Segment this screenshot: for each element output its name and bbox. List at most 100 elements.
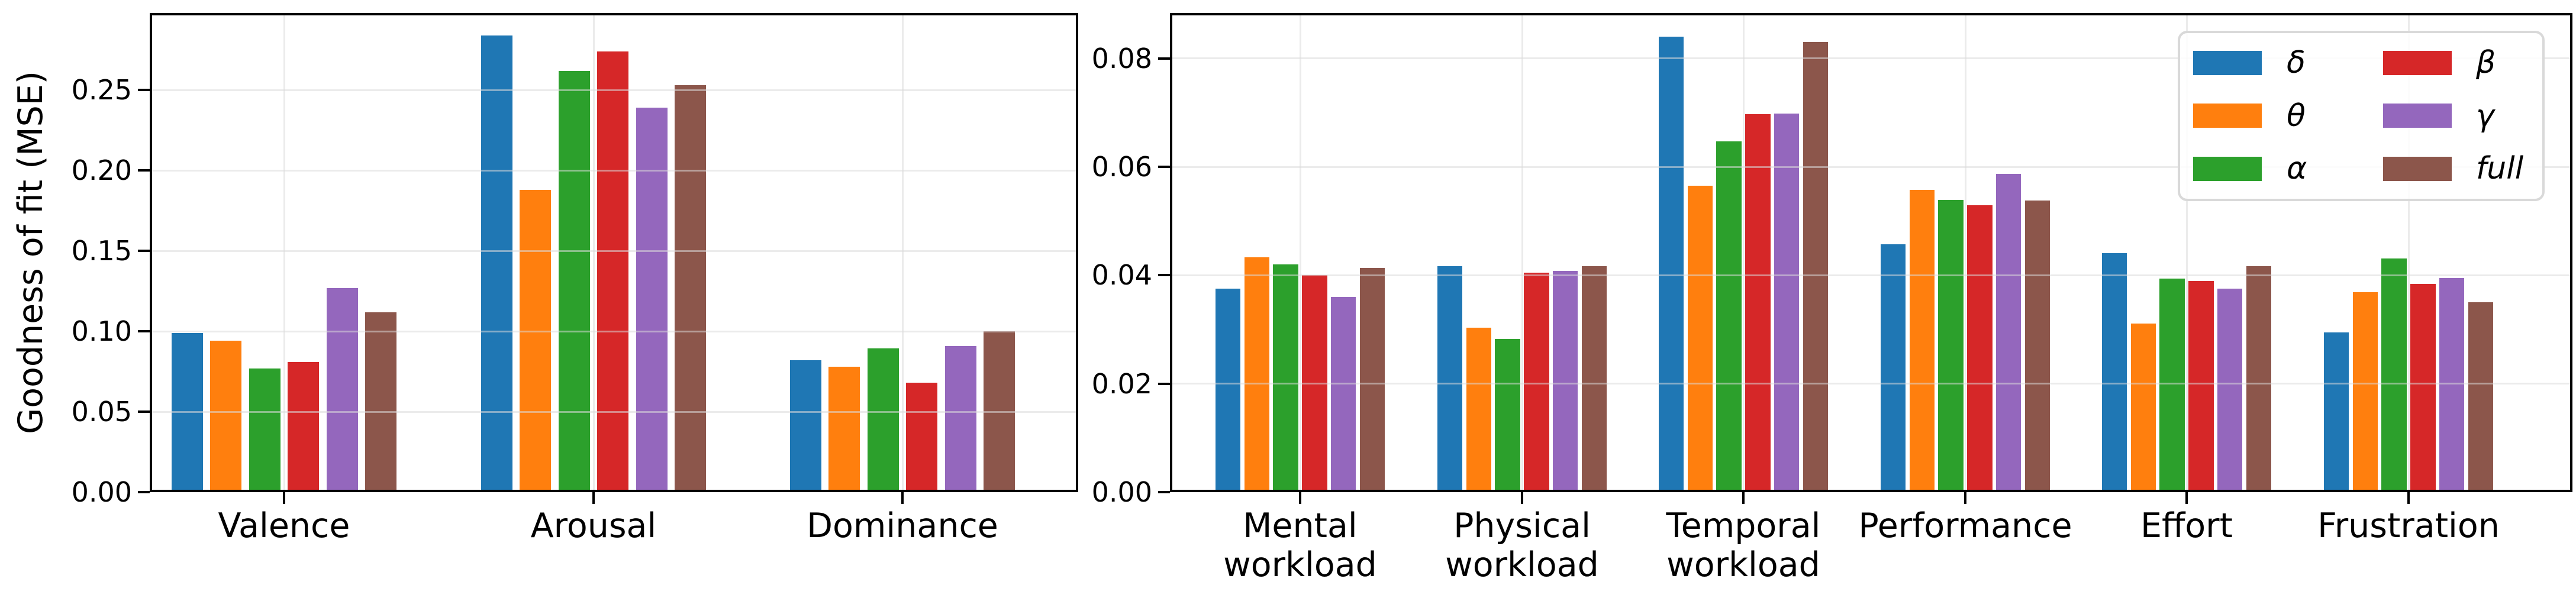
bar-γ: [1774, 113, 1800, 492]
bar-θ: [1687, 186, 1713, 492]
bar-α: [1716, 141, 1742, 492]
v-gridline: [901, 15, 904, 490]
bar-θ: [1909, 189, 1935, 492]
x-tick-label: Dominance: [807, 506, 998, 545]
h-gridline: [1172, 274, 2570, 276]
legend-label-full: full: [2476, 151, 2524, 186]
x-tick-mark: [2407, 492, 2410, 504]
bar-γ: [326, 287, 358, 492]
y-tick-mark: [138, 491, 150, 493]
legend-label-θ: θ: [2287, 98, 2306, 134]
bar-α: [1938, 200, 1964, 492]
h-gridline: [152, 89, 1076, 91]
x-tick-mark: [2185, 492, 2188, 504]
y-tick-mark: [1158, 166, 1170, 169]
y-tick-label: 0.20: [71, 154, 132, 187]
bar-α: [249, 368, 281, 492]
legend-label-α: α: [2287, 151, 2307, 186]
x-tick-mark: [1521, 492, 1523, 504]
y-tick-mark: [1158, 491, 1170, 493]
x-tick-label: Frustration: [2317, 506, 2500, 545]
bar-β: [597, 51, 629, 492]
bar-δ: [790, 360, 822, 492]
legend-swatch-θ: [2193, 104, 2262, 128]
x-tick-mark: [901, 492, 904, 504]
x-tick-label: Valence: [218, 506, 350, 545]
x-tick-label: Physical workload: [1445, 506, 1599, 584]
bar-θ: [828, 366, 860, 492]
x-tick-label: Arousal: [530, 506, 657, 545]
bar-γ: [2217, 289, 2243, 492]
bar-full: [674, 85, 706, 492]
bar-γ: [2439, 278, 2465, 492]
bar-δ: [1215, 289, 1241, 492]
bar-β: [1745, 114, 1771, 492]
y-tick-label: 0.06: [1091, 151, 1152, 183]
legend-label-γ: γ: [2476, 98, 2494, 134]
bar-α: [2159, 278, 2185, 492]
y-tick-mark: [138, 169, 150, 172]
bar-α: [867, 348, 899, 492]
v-gridline: [1964, 15, 1966, 490]
bar-γ: [1330, 297, 1356, 492]
bar-β: [2188, 280, 2214, 492]
bar-full: [365, 312, 396, 492]
bar-θ: [1244, 257, 1270, 492]
bar-β: [1524, 272, 1549, 492]
bar-θ: [1466, 328, 1492, 492]
bar-full: [1803, 42, 1829, 492]
x-tick-mark: [283, 492, 285, 504]
bar-β: [906, 383, 938, 492]
y-tick-label: 0.25: [71, 74, 132, 106]
bar-α: [1495, 338, 1520, 492]
y-tick-label: 0.10: [71, 315, 132, 348]
bar-full: [2246, 266, 2272, 492]
bar-full: [2468, 302, 2494, 492]
h-gridline: [152, 250, 1076, 252]
h-gridline: [152, 169, 1076, 172]
legend-label-β: β: [2476, 45, 2496, 80]
h-gridline: [1172, 166, 2570, 168]
y-tick-mark: [138, 250, 150, 253]
bar-θ: [210, 341, 242, 492]
bar-δ: [2323, 332, 2349, 492]
y-tick-label: 0.04: [1091, 259, 1152, 292]
y-tick-mark: [138, 410, 150, 413]
legend-swatch-α: [2193, 156, 2262, 181]
x-tick-mark: [1742, 492, 1745, 504]
y-tick-label: 0.08: [1091, 42, 1152, 75]
bar-δ: [1658, 37, 1684, 492]
h-gridline: [1172, 383, 2570, 385]
x-tick-label: Mental workload: [1223, 506, 1377, 584]
h-gridline: [1172, 57, 2570, 60]
bar-γ: [636, 108, 668, 492]
v-gridline: [1299, 15, 1301, 490]
y-tick-label: 0.00: [71, 476, 132, 508]
bar-γ: [1552, 271, 1578, 492]
bar-β: [2410, 284, 2436, 492]
y-tick-mark: [1158, 57, 1170, 60]
v-gridline: [283, 15, 285, 490]
y-tick-label: 0.02: [1091, 367, 1152, 400]
bar-β: [1967, 205, 1993, 492]
x-tick-label: Temporal workload: [1666, 506, 1821, 584]
v-gridline: [2185, 15, 2188, 490]
legend-swatch-γ: [2383, 104, 2452, 128]
y-tick-mark: [1158, 382, 1170, 385]
legend-label-δ: δ: [2287, 45, 2306, 80]
bar-full: [1581, 266, 1607, 492]
legend-swatch-δ: [2193, 50, 2262, 75]
h-gridline: [152, 330, 1076, 332]
bar-full: [1359, 267, 1385, 492]
bar-δ: [1437, 266, 1463, 492]
x-tick-mark: [1299, 492, 1301, 504]
x-tick-label: Performance: [1858, 506, 2072, 545]
bar-α: [558, 70, 590, 492]
y-tick-label: 0.05: [71, 396, 132, 428]
bar-θ: [2130, 324, 2156, 492]
bar-β: [288, 361, 320, 492]
v-gridline: [592, 15, 595, 490]
legend: δ θ α β γ full: [2178, 31, 2545, 201]
x-tick-mark: [1964, 492, 1966, 504]
y-tick-mark: [138, 330, 150, 333]
